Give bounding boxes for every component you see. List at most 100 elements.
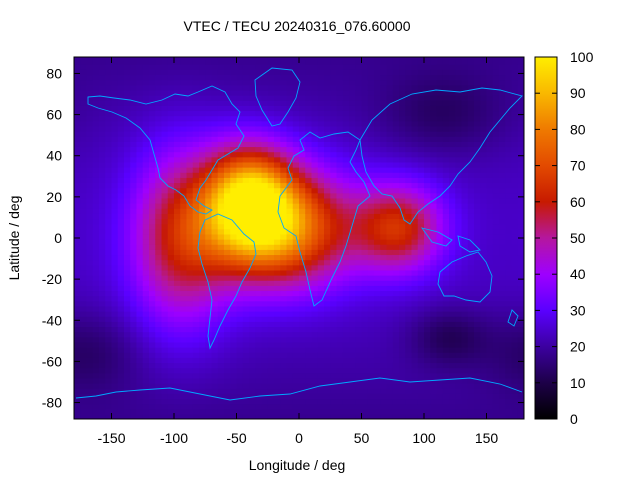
- heatmap-cell: [205, 110, 213, 117]
- heatmap-cell: [149, 64, 156, 70]
- heatmap-cell: [174, 151, 181, 158]
- heatmap-cell: [174, 192, 181, 199]
- heatmap-cell: [380, 223, 388, 230]
- heatmap-cell: [392, 213, 400, 220]
- heatmap-cell: [486, 95, 494, 101]
- heatmap-cell: [286, 341, 294, 348]
- heatmap-cell: [374, 408, 381, 415]
- heatmap-cell: [417, 208, 425, 214]
- heatmap-cell: [317, 125, 325, 132]
- heatmap-cell: [274, 305, 281, 312]
- heatmap-cell: [180, 110, 188, 117]
- heatmap-cell: [449, 331, 456, 338]
- heatmap-cell: [124, 377, 131, 384]
- heatmap-cell: [342, 388, 350, 394]
- heatmap-cell: [224, 331, 231, 338]
- heatmap-cell: [374, 64, 381, 70]
- heatmap-cell: [392, 413, 400, 419]
- heatmap-cell: [167, 151, 175, 158]
- heatmap-cell: [86, 326, 94, 333]
- heatmap-cell: [324, 161, 331, 168]
- heatmap-cell: [255, 352, 263, 358]
- heatmap-cell: [142, 84, 150, 91]
- heatmap-cell: [424, 156, 431, 163]
- heatmap-cell: [430, 197, 438, 204]
- heatmap-cell: [286, 300, 294, 307]
- heatmap-cell: [155, 316, 163, 322]
- heatmap-cell: [280, 249, 288, 256]
- heatmap-cell: [374, 228, 381, 235]
- heatmap-cell: [411, 285, 419, 292]
- heatmap-cell: [499, 233, 506, 240]
- heatmap-cell: [186, 120, 194, 127]
- heatmap-cell: [267, 357, 275, 364]
- heatmap-cell: [380, 120, 388, 127]
- heatmap-cell: [449, 233, 456, 240]
- heatmap-cell: [367, 398, 375, 405]
- heatmap-cell: [336, 218, 344, 225]
- heatmap-cell: [336, 167, 344, 173]
- heatmap-cell: [224, 89, 231, 96]
- heatmap-cell: [480, 59, 488, 65]
- heatmap-cell: [149, 197, 156, 204]
- heatmap-cell: [161, 259, 169, 266]
- heatmap-cell: [317, 64, 325, 70]
- heatmap-cell: [167, 141, 175, 148]
- heatmap-cell: [392, 228, 400, 235]
- heatmap-cell: [230, 362, 238, 369]
- heatmap-cell: [380, 84, 388, 91]
- heatmap-cell: [292, 125, 300, 132]
- heatmap-cell: [130, 259, 138, 266]
- heatmap-cell: [505, 151, 513, 158]
- heatmap-cell: [367, 74, 375, 81]
- heatmap-cell: [442, 74, 450, 81]
- heatmap-cell: [249, 249, 256, 256]
- heatmap-cell: [442, 100, 450, 106]
- heatmap-cell: [161, 187, 169, 194]
- heatmap-cell: [230, 326, 238, 333]
- heatmap-cell: [117, 223, 125, 230]
- heatmap-cell: [486, 156, 494, 163]
- heatmap-cell: [355, 280, 363, 286]
- heatmap-cell: [230, 95, 238, 101]
- heatmap-cell: [342, 172, 350, 178]
- heatmap-cell: [480, 305, 488, 312]
- heatmap-cell: [349, 264, 356, 271]
- heatmap-cell: [274, 213, 281, 220]
- heatmap-cell: [299, 372, 306, 379]
- heatmap-cell: [430, 352, 438, 358]
- heatmap-cell: [105, 197, 113, 204]
- heatmap-cell: [255, 167, 263, 173]
- heatmap-cell: [105, 89, 113, 96]
- heatmap-cell: [486, 403, 494, 410]
- heatmap-cell: [324, 347, 331, 353]
- heatmap-cell: [274, 295, 281, 302]
- heatmap-cell: [136, 259, 144, 266]
- heatmap-cell: [299, 352, 306, 358]
- heatmap-cell: [142, 403, 150, 410]
- heatmap-cell: [311, 321, 319, 328]
- heatmap-cell: [167, 100, 175, 106]
- heatmap-cell: [174, 244, 181, 250]
- heatmap-cell: [386, 57, 394, 60]
- heatmap-cell: [430, 275, 438, 281]
- heatmap-cell: [467, 341, 475, 348]
- heatmap-cell: [99, 197, 106, 204]
- heatmap-cell: [380, 331, 388, 338]
- heatmap-cell: [186, 69, 194, 76]
- heatmap-cell: [449, 372, 456, 379]
- heatmap-cell: [267, 403, 275, 410]
- heatmap-cell: [280, 120, 288, 127]
- heatmap-cell: [155, 280, 163, 286]
- heatmap-cell: [386, 239, 394, 245]
- heatmap-cell: [461, 84, 469, 91]
- heatmap-cell: [261, 285, 269, 292]
- heatmap-cell: [411, 74, 419, 81]
- heatmap-cell: [80, 295, 88, 302]
- heatmap-cell: [449, 347, 456, 353]
- heatmap-cell: [99, 146, 106, 153]
- heatmap-cell: [355, 89, 363, 96]
- heatmap-cell: [136, 362, 144, 369]
- heatmap-cell: [205, 141, 213, 148]
- heatmap-cell: [192, 110, 200, 117]
